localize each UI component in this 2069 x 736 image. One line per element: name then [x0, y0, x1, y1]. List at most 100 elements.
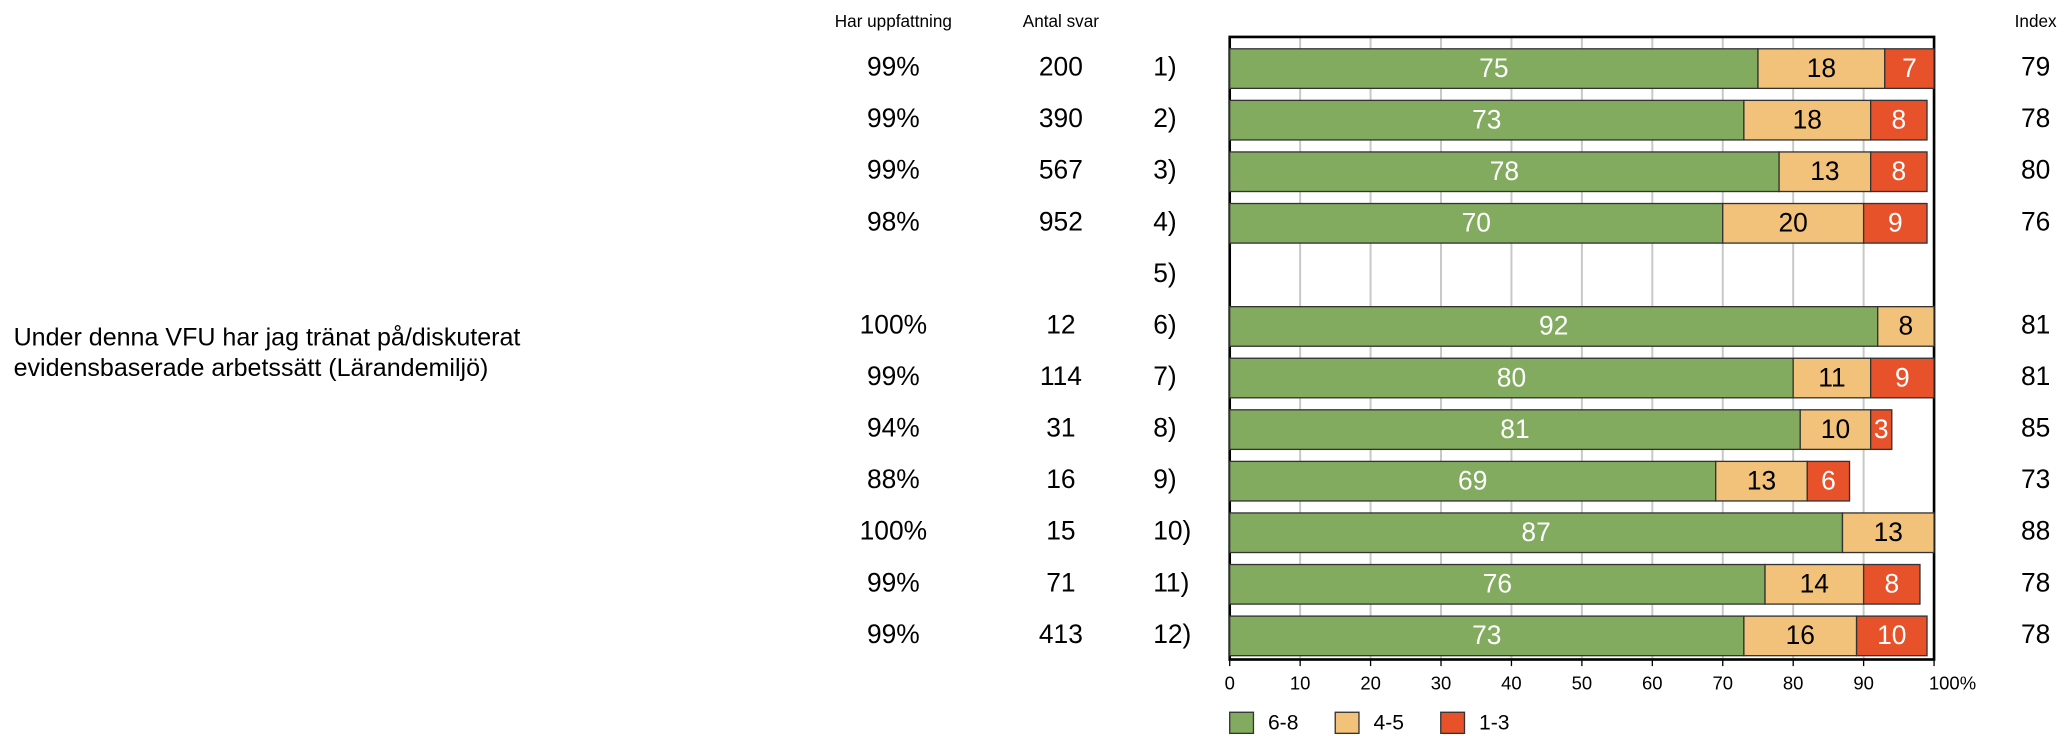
value-label: 13: [1874, 517, 1903, 547]
value-label: 13: [1747, 465, 1776, 495]
column-header: Har uppfattning: [835, 11, 952, 31]
legend-label: 4-5: [1373, 712, 1404, 735]
bar-segment: [1715, 460, 1808, 502]
legend-swatch: [1229, 711, 1255, 735]
value-label: 92: [1539, 311, 1568, 341]
value-label: 20: [1779, 208, 1808, 238]
value-label: 10: [1821, 414, 1850, 444]
value-label: 7: [1902, 53, 1917, 83]
x-tick-label: 50: [1572, 672, 1593, 693]
value-label: 8: [1892, 104, 1907, 134]
value-label: 16: [1786, 620, 1815, 650]
har-uppfattning: 99%: [867, 567, 920, 597]
har-uppfattning: 94%: [867, 413, 920, 443]
bar-segment: [1229, 460, 1717, 502]
antal-svar: 114: [1040, 361, 1082, 391]
legend-label: 1-3: [1479, 712, 1510, 735]
value-label: 18: [1807, 53, 1836, 83]
antal-svar: 31: [1046, 413, 1075, 443]
row-label: 8): [1153, 413, 1176, 443]
antal-svar: 390: [1039, 103, 1083, 133]
index-value: 81: [2021, 361, 2050, 391]
x-tick-label: 40: [1501, 672, 1522, 693]
legend-swatch: [1334, 711, 1360, 735]
index-value: 78: [2021, 619, 2050, 649]
x-tick-label: 100%: [1929, 672, 1976, 693]
question-line: Under denna VFU har jag tränat på/diskut…: [14, 324, 521, 352]
bar-segment: [1778, 151, 1872, 193]
har-uppfattning: 99%: [867, 361, 920, 391]
antal-svar: 71: [1046, 567, 1075, 597]
value-label: 81: [1500, 414, 1529, 444]
antal-svar: 12: [1046, 309, 1075, 339]
antal-svar: 16: [1046, 464, 1075, 494]
row-label: 3): [1153, 155, 1176, 185]
x-tick-label: 90: [1853, 672, 1874, 693]
x-tick-label: 0: [1225, 672, 1235, 693]
question-line: evidensbaserade arbetssätt (Lärandemiljö…: [14, 354, 489, 382]
antal-svar: 567: [1039, 155, 1083, 185]
legend-label: 6-8: [1268, 712, 1299, 735]
value-label: 73: [1472, 620, 1501, 650]
bar-segment: [1229, 615, 1745, 657]
har-uppfattning: 99%: [867, 619, 920, 649]
bar-segment: [1806, 460, 1851, 502]
bar-segment: [1229, 48, 1759, 90]
bar-segment: [1229, 202, 1724, 244]
bar-segment: [1757, 48, 1886, 90]
column-header: Index: [2015, 11, 2057, 31]
index-value: 88: [2021, 516, 2050, 546]
index-value: 85: [2021, 413, 2050, 443]
value-label: 87: [1521, 517, 1550, 547]
value-label: 80: [1497, 362, 1526, 392]
antal-svar: 200: [1039, 52, 1083, 82]
value-label: 6: [1821, 465, 1836, 495]
bar-segment: [1870, 409, 1893, 451]
x-tick-label: 10: [1290, 672, 1311, 693]
row-label: 4): [1153, 206, 1176, 236]
value-label: 8: [1892, 156, 1907, 186]
value-label: 9: [1895, 362, 1910, 392]
har-uppfattning: 99%: [867, 155, 920, 185]
har-uppfattning: 99%: [867, 103, 920, 133]
row-label: 9): [1153, 464, 1176, 494]
value-label: 10: [1877, 620, 1906, 650]
bar-segment: [1841, 512, 1935, 554]
bar-segment: [1862, 563, 1921, 605]
row-label: 2): [1153, 103, 1176, 133]
antal-svar: 15: [1046, 516, 1075, 546]
value-label: 8: [1884, 569, 1899, 599]
bar-segment: [1743, 615, 1858, 657]
har-uppfattning: 98%: [867, 206, 920, 236]
value-label: 70: [1462, 208, 1491, 238]
bar-segment: [1862, 202, 1928, 244]
index-value: 78: [2021, 567, 2050, 597]
value-label: 13: [1810, 156, 1839, 186]
bar-segment: [1870, 357, 1935, 399]
har-uppfattning: 88%: [867, 464, 920, 494]
bar-segment: [1229, 99, 1745, 141]
bar-segment: [1229, 512, 1844, 554]
plot-border: [1228, 35, 1936, 661]
x-tick-label: 20: [1360, 672, 1381, 693]
index-value: 76: [2021, 206, 2050, 236]
bar-segment: [1764, 563, 1865, 605]
value-label: 69: [1458, 465, 1487, 495]
bar-segment: [1799, 409, 1872, 451]
x-tick-label: 30: [1431, 672, 1452, 693]
index-value: 73: [2021, 464, 2050, 494]
value-label: 18: [1793, 104, 1822, 134]
value-label: 9: [1888, 208, 1903, 238]
value-label: 76: [1483, 569, 1512, 599]
column-header: Antal svar: [1023, 11, 1099, 31]
bar-segment: [1855, 615, 1928, 657]
value-label: 78: [1490, 156, 1519, 186]
har-uppfattning: 100%: [860, 309, 927, 339]
row-label: 6): [1153, 309, 1176, 339]
row-label: 5): [1153, 258, 1176, 288]
bar-segment: [1229, 151, 1780, 193]
row-label: 1): [1153, 52, 1176, 82]
har-uppfattning: 100%: [860, 516, 927, 546]
bar-segment: [1884, 48, 1935, 90]
